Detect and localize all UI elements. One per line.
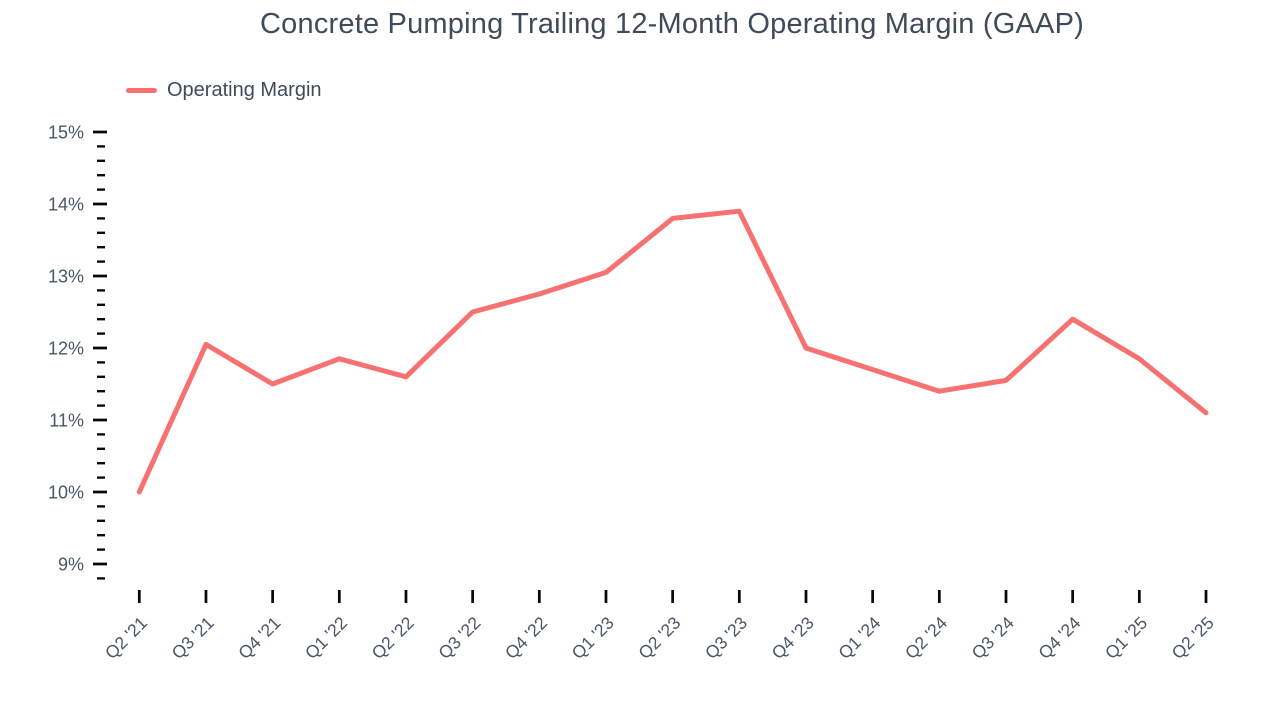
x-axis-label: Q2 '21 [101,613,151,663]
x-axis-label: Q2 '24 [901,612,951,662]
y-axis-label: 10% [48,483,84,503]
y-axis-label: 15% [48,123,84,143]
x-axis-label: Q1 '24 [834,612,884,662]
legend-swatch-icon [126,88,157,93]
y-axis-label: 11% [49,411,84,431]
x-axis-label: Q2 '23 [634,613,684,663]
x-axis-label: Q1 '22 [301,613,351,663]
y-axis-label: 13% [48,267,84,287]
x-axis-label: Q2 '22 [368,613,418,663]
x-axis-label: Q1 '23 [568,613,618,663]
x-axis-label: Q4 '21 [234,613,284,663]
y-axis-label: 12% [48,339,84,359]
series-line-operating-margin [136,208,1209,495]
x-axis-label: Q2 '25 [1168,613,1218,663]
legend-label: Operating Margin [167,79,322,101]
x-axis-label: Q3 '23 [701,613,751,663]
x-axis-label: Q4 '23 [768,613,818,663]
x-axis-label: Q3 '22 [434,613,484,663]
x-axis-label: Q4 '22 [501,613,551,663]
chart-title: Concrete Pumping Trailing 12-Month Opera… [260,8,1084,40]
x-axis-label: Q3 '24 [968,612,1018,662]
x-axis-label: Q3 '21 [168,613,218,663]
legend-item-operating-margin[interactable]: Operating Margin [126,79,322,102]
y-axis-label: 9% [58,555,84,575]
y-axis-label: 14% [48,195,84,215]
x-axis-label: Q4 '24 [1034,612,1084,662]
x-axis-label: Q1 '25 [1101,613,1151,663]
